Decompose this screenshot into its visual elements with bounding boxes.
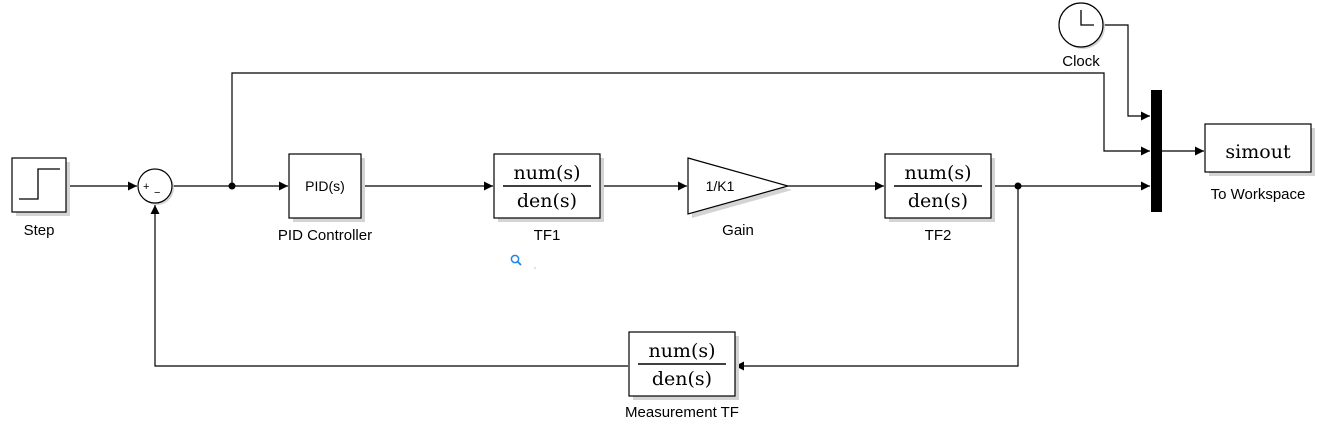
wire-clock-to-mux[interactable] <box>1104 24 1150 121</box>
tf1-block[interactable]: num(s) den(s) <box>493 153 604 222</box>
step-label: Step <box>24 222 55 239</box>
clock-icon <box>1080 10 1094 26</box>
step-icon <box>19 168 60 200</box>
gain-label: Gain <box>722 222 754 239</box>
wire-output-to-measurement[interactable] <box>735 186 1019 371</box>
wire-error-to-mux[interactable] <box>231 72 1150 186</box>
workspace-variable-text: simout <box>1225 141 1291 163</box>
branch-point-output <box>1014 182 1022 190</box>
tf2-denominator: den(s) <box>908 190 968 212</box>
tf1-denominator: den(s) <box>517 190 577 212</box>
magnifier-icon <box>510 254 536 269</box>
to-workspace-block[interactable]: simout <box>1204 123 1315 176</box>
tf1-label: TF1 <box>534 227 561 244</box>
gain-block-text: 1/K1 <box>706 178 735 194</box>
mux-bar <box>1151 90 1162 212</box>
sum-minus-sign: − <box>154 187 160 199</box>
sum-block[interactable]: + − <box>137 168 174 205</box>
measurement-tf-label: Measurement TF <box>625 404 739 421</box>
tf2-label: TF2 <box>925 227 952 244</box>
pid-controller-block[interactable]: PID(s) <box>288 153 365 222</box>
pid-controller-label: PID Controller <box>278 227 372 244</box>
sum-plus-sign: + <box>143 181 149 193</box>
branch-point-error <box>228 182 236 190</box>
tf2-numerator: num(s) <box>904 162 971 184</box>
gain-block[interactable]: 1/K1 <box>687 157 792 218</box>
tf1-numerator: num(s) <box>513 162 580 184</box>
clock-label: Clock <box>1062 53 1100 70</box>
mux-block[interactable] <box>1151 90 1162 212</box>
clock-block[interactable] <box>1058 2 1105 49</box>
signal-lines <box>68 24 1204 371</box>
wire-measurement-to-sum[interactable] <box>150 205 628 367</box>
measurement-denominator: den(s) <box>652 368 712 390</box>
to-workspace-label: To Workspace <box>1211 186 1306 203</box>
measurement-tf-block[interactable]: num(s) den(s) <box>628 331 739 400</box>
measurement-numerator: num(s) <box>648 340 715 362</box>
step-block[interactable] <box>11 157 70 216</box>
tf2-block[interactable]: num(s) den(s) <box>884 153 995 222</box>
pid-block-text: PID(s) <box>305 178 345 194</box>
